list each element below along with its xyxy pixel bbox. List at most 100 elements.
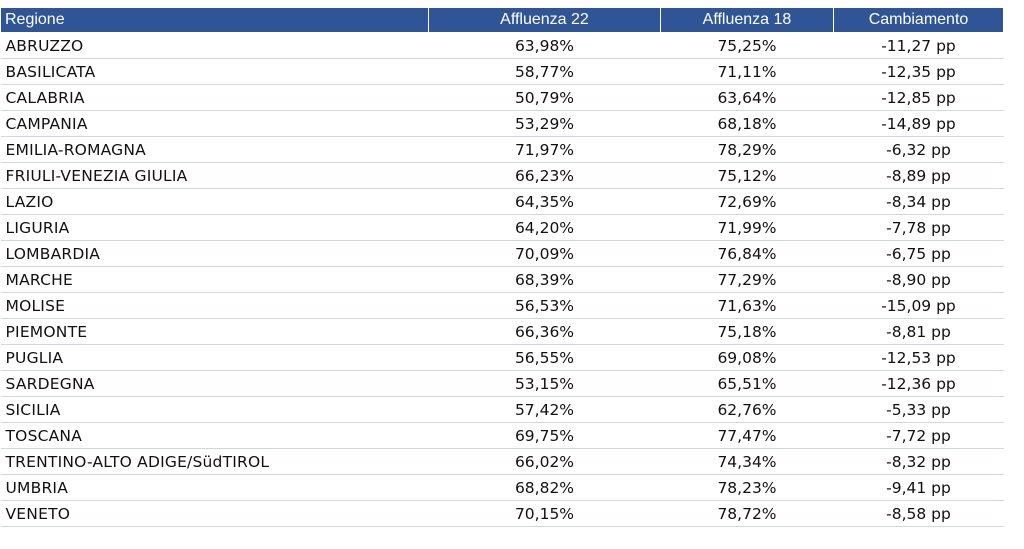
table-row: SARDEGNA 53,15% 65,51% -12,36 pp bbox=[0, 370, 1004, 397]
cell-affluenza-18: 77,29% bbox=[660, 266, 834, 293]
cell-cambiamento: -8,89 pp bbox=[833, 162, 1004, 189]
cell-affluenza-22: 56,55% bbox=[428, 344, 661, 371]
cell-affluenza-22: 66,23% bbox=[428, 162, 661, 189]
cell-affluenza-18: 63,64% bbox=[660, 84, 834, 111]
header-regione: Regione bbox=[0, 7, 429, 33]
cell-regione: ABRUZZO bbox=[0, 32, 429, 59]
cell-regione: EMILIA-ROMAGNA bbox=[0, 136, 429, 163]
cell-regione: UMBRIA bbox=[0, 474, 429, 501]
cell-cambiamento: -7,78 pp bbox=[833, 214, 1004, 241]
cell-regione: SARDEGNA bbox=[0, 370, 429, 397]
table-row: CALABRIA 50,79% 63,64% -12,85 pp bbox=[0, 84, 1004, 111]
header-cambiamento: Cambiamento bbox=[833, 7, 1004, 33]
cell-affluenza-18: 71,11% bbox=[660, 58, 834, 85]
cell-affluenza-22: 58,77% bbox=[428, 58, 661, 85]
table-row: PIEMONTE 66,36% 75,18% -8,81 pp bbox=[0, 318, 1004, 345]
header-row: Regione Affluenza 22 Affluenza 18 Cambia… bbox=[0, 7, 1004, 33]
cell-cambiamento: -9,41 pp bbox=[833, 474, 1004, 501]
cell-regione: VENETO bbox=[0, 500, 429, 527]
cell-regione: LOMBARDIA bbox=[0, 240, 429, 267]
table-row: BASILICATA 58,77% 71,11% -12,35 pp bbox=[0, 58, 1004, 85]
cell-affluenza-22: 69,75% bbox=[428, 422, 661, 449]
cell-affluenza-22: 70,09% bbox=[428, 240, 661, 267]
table-row: LOMBARDIA 70,09% 76,84% -6,75 pp bbox=[0, 240, 1004, 267]
cell-cambiamento: -8,58 pp bbox=[833, 500, 1004, 527]
cell-affluenza-18: 77,47% bbox=[660, 422, 834, 449]
table-row: MARCHE 68,39% 77,29% -8,90 pp bbox=[0, 266, 1004, 293]
cell-regione: TRENTINO-ALTO ADIGE/SüdTIROL bbox=[0, 448, 429, 475]
cell-cambiamento: -6,32 pp bbox=[833, 136, 1004, 163]
table-body: ABRUZZO 63,98% 75,25% -11,27 pp BASILICATA 58… bbox=[0, 32, 1004, 527]
table-row: TRENTINO-ALTO ADIGE/SüdTIROL 66,02% 74,34%… bbox=[0, 448, 1004, 475]
cell-affluenza-22: 70,15% bbox=[428, 500, 661, 527]
cell-cambiamento: -12,85 pp bbox=[833, 84, 1004, 111]
table-row: CAMPANIA 53,29% 68,18% -14,89 pp bbox=[0, 110, 1004, 137]
cell-affluenza-22: 68,39% bbox=[428, 266, 661, 293]
cell-affluenza-18: 71,63% bbox=[660, 292, 834, 319]
cell-affluenza-18: 76,84% bbox=[660, 240, 834, 267]
cell-affluenza-22: 57,42% bbox=[428, 396, 661, 423]
cell-regione: SICILIA bbox=[0, 396, 429, 423]
cell-affluenza-18: 78,23% bbox=[660, 474, 834, 501]
table-row: UMBRIA 68,82% 78,23% -9,41 pp bbox=[0, 474, 1004, 501]
table-row: VENETO 70,15% 78,72% -8,58 pp bbox=[0, 500, 1004, 527]
table-row: LAZIO 64,35% 72,69% -8,34 pp bbox=[0, 188, 1004, 215]
cell-cambiamento: -11,27 pp bbox=[833, 32, 1004, 59]
table-row: EMILIA-ROMAGNA 71,97% 78,29% -6,32 pp bbox=[0, 136, 1004, 163]
cell-affluenza-18: 75,18% bbox=[660, 318, 834, 345]
cell-affluenza-18: 78,72% bbox=[660, 500, 834, 527]
cell-regione: LIGURIA bbox=[0, 214, 429, 241]
cell-affluenza-18: 69,08% bbox=[660, 344, 834, 371]
cell-regione: PIEMONTE bbox=[0, 318, 429, 345]
cell-cambiamento: -7,72 pp bbox=[833, 422, 1004, 449]
cell-cambiamento: -8,32 pp bbox=[833, 448, 1004, 475]
cell-cambiamento: -12,35 pp bbox=[833, 58, 1004, 85]
header-affluenza-22: Affluenza 22 bbox=[428, 7, 661, 33]
cell-affluenza-22: 66,36% bbox=[428, 318, 661, 345]
cell-affluenza-18: 75,12% bbox=[660, 162, 834, 189]
cell-regione: TOSCANA bbox=[0, 422, 429, 449]
cell-regione: CALABRIA bbox=[0, 84, 429, 111]
table-row: FRIULI-VENEZIA GIULIA 66,23% 75,12% -8,89 p… bbox=[0, 162, 1004, 189]
cell-cambiamento: -8,90 pp bbox=[833, 266, 1004, 293]
turnout-table: Regione Affluenza 22 Affluenza 18 Cambia… bbox=[0, 7, 1004, 527]
cell-affluenza-22: 63,98% bbox=[428, 32, 661, 59]
cell-regione: FRIULI-VENEZIA GIULIA bbox=[0, 162, 429, 189]
turnout-table-container: Regione Affluenza 22 Affluenza 18 Cambia… bbox=[0, 7, 1004, 527]
table-header: Regione Affluenza 22 Affluenza 18 Cambia… bbox=[0, 7, 1004, 33]
cell-affluenza-18: 78,29% bbox=[660, 136, 834, 163]
cell-cambiamento: -12,53 pp bbox=[833, 344, 1004, 371]
cell-affluenza-22: 64,35% bbox=[428, 188, 661, 215]
cell-cambiamento: -6,75 pp bbox=[833, 240, 1004, 267]
cell-affluenza-18: 65,51% bbox=[660, 370, 834, 397]
cell-affluenza-22: 53,29% bbox=[428, 110, 661, 137]
cell-affluenza-18: 68,18% bbox=[660, 110, 834, 137]
cell-cambiamento: -8,34 pp bbox=[833, 188, 1004, 215]
cell-affluenza-18: 74,34% bbox=[660, 448, 834, 475]
cell-cambiamento: -8,81 pp bbox=[833, 318, 1004, 345]
cell-regione: CAMPANIA bbox=[0, 110, 429, 137]
cell-regione: PUGLIA bbox=[0, 344, 429, 371]
cell-cambiamento: -12,36 pp bbox=[833, 370, 1004, 397]
cell-affluenza-18: 71,99% bbox=[660, 214, 834, 241]
table-row: PUGLIA 56,55% 69,08% -12,53 pp bbox=[0, 344, 1004, 371]
table-row: TOSCANA 69,75% 77,47% -7,72 pp bbox=[0, 422, 1004, 449]
table-row: ABRUZZO 63,98% 75,25% -11,27 pp bbox=[0, 32, 1004, 59]
cell-affluenza-22: 56,53% bbox=[428, 292, 661, 319]
cell-regione: BASILICATA bbox=[0, 58, 429, 85]
cell-affluenza-22: 53,15% bbox=[428, 370, 661, 397]
cell-affluenza-18: 75,25% bbox=[660, 32, 834, 59]
cell-cambiamento: -14,89 pp bbox=[833, 110, 1004, 137]
cell-affluenza-18: 72,69% bbox=[660, 188, 834, 215]
cell-affluenza-22: 68,82% bbox=[428, 474, 661, 501]
table-row: SICILIA 57,42% 62,76% -5,33 pp bbox=[0, 396, 1004, 423]
cell-affluenza-22: 66,02% bbox=[428, 448, 661, 475]
cell-cambiamento: -5,33 pp bbox=[833, 396, 1004, 423]
cell-regione: LAZIO bbox=[0, 188, 429, 215]
table-row: LIGURIA 64,20% 71,99% -7,78 pp bbox=[0, 214, 1004, 241]
cell-cambiamento: -15,09 pp bbox=[833, 292, 1004, 319]
cell-regione: MARCHE bbox=[0, 266, 429, 293]
table-row: MOLISE 56,53% 71,63% -15,09 pp bbox=[0, 292, 1004, 319]
cell-affluenza-22: 64,20% bbox=[428, 214, 661, 241]
header-affluenza-18: Affluenza 18 bbox=[660, 7, 834, 33]
